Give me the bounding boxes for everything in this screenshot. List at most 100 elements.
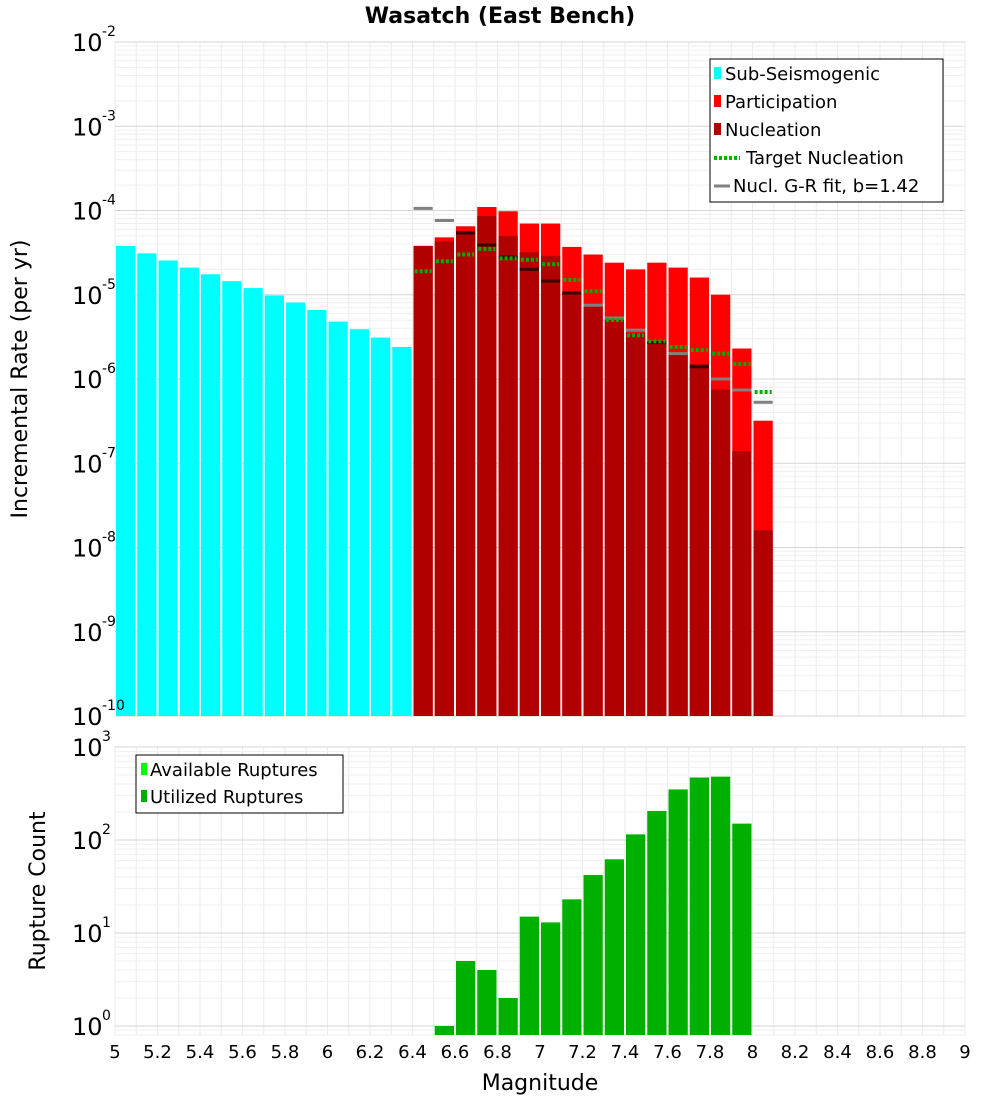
top-y-tick-label: 10 [72, 619, 103, 647]
x-tick-label: 9 [959, 1042, 970, 1063]
bar-sub-seismogenic [392, 346, 412, 716]
x-tick-label: 8.4 [823, 1042, 852, 1063]
x-tick-label: 7.8 [696, 1042, 725, 1063]
legend-label-nucl-g-r-fit-b-1-42: Nucl. G-R fit, b=1.42 [733, 176, 919, 197]
legend-label-sub-seismogenic: Sub-Seismogenic [725, 64, 880, 85]
top-y-tick-exponent: -2 [102, 24, 116, 40]
bar-utilized-ruptures [477, 969, 497, 1035]
bar-utilized-ruptures [519, 916, 539, 1035]
x-tick-label: 7.2 [568, 1042, 597, 1063]
top-legend-box [709, 58, 944, 203]
top-y-tick-exponent: -8 [102, 530, 116, 546]
x-tick-label: 7.4 [611, 1042, 640, 1063]
bar-nucleation [604, 320, 624, 716]
top-y-tick-exponent: -9 [102, 614, 116, 630]
bar-nucleation [498, 235, 518, 717]
bar-utilized-ruptures [498, 997, 518, 1035]
bar-sub-seismogenic [222, 281, 242, 716]
bar-sub-seismogenic [307, 309, 327, 716]
top-y-tick-exponent: -4 [102, 193, 116, 209]
bottom-y-tick-label: 10 [72, 920, 103, 948]
bar-sub-seismogenic [349, 329, 369, 716]
x-tick-label: 7 [534, 1042, 545, 1063]
x-tick-label: 6.2 [356, 1042, 385, 1063]
bottom-y-tick-exponent: 3 [102, 729, 111, 745]
bar-sub-seismogenic [201, 274, 221, 716]
bottom-y-tick-exponent: 2 [102, 822, 111, 838]
bar-sub-seismogenic [158, 260, 178, 716]
bar-utilized-ruptures [434, 1025, 454, 1035]
top-y-tick-exponent: -3 [102, 108, 116, 124]
top-y-tick-label: 10 [72, 282, 103, 310]
x-tick-label: 8.6 [866, 1042, 895, 1063]
bar-nucleation [668, 353, 688, 716]
x-tick-label: 5.8 [271, 1042, 300, 1063]
top-y-tick-label: 10 [72, 198, 103, 226]
bottom-y-tick-exponent: 0 [102, 1008, 111, 1024]
x-tick-label: 6.4 [398, 1042, 427, 1063]
bar-sub-seismogenic [264, 295, 284, 716]
x-axis-label: Magnitude [482, 1071, 599, 1096]
bottom-y-axis-label: Rupture Count [26, 811, 51, 971]
bar-utilized-ruptures [668, 789, 688, 1035]
top-y-tick-exponent: -6 [102, 361, 116, 377]
bar-sub-seismogenic [137, 253, 157, 716]
x-tick-label: 5 [109, 1042, 120, 1063]
top-plot-bars [116, 207, 773, 717]
top-plot-markers [413, 206, 773, 404]
bar-utilized-ruptures [583, 875, 603, 1035]
bottom-legend: Available Ruptures Utilized Ruptures [135, 754, 344, 814]
bar-nucleation [711, 389, 731, 716]
legend-label-nucleation: Nucleation [725, 120, 821, 141]
top-y-tick-label: 10 [72, 29, 103, 57]
bottom-y-tick-label: 10 [72, 1013, 103, 1041]
bar-nucleation [732, 450, 752, 716]
bar-utilized-ruptures [604, 859, 624, 1035]
x-tick-labels: 5 5.2 5.4 5.6 5.8 6 6.2 6.4 6.6 6.8 7 7.2 7.4 7.6 7.8 8… [109, 1042, 970, 1063]
bar-nucleation [541, 255, 561, 716]
bar-utilized-ruptures [732, 823, 752, 1035]
bar-nucleation [477, 216, 497, 717]
bar-nucleation [456, 231, 476, 716]
chart-title: Wasatch (East Bench) [365, 4, 635, 29]
bottom-y-tick-label: 10 [72, 827, 103, 855]
bar-nucleation [583, 306, 603, 716]
bottom-plot-grid [114, 746, 966, 1036]
bar-nucleation [689, 364, 709, 716]
top-y-tick-exponent: -5 [102, 277, 116, 293]
top-y-tick-label: 10 [72, 366, 103, 394]
bar-sub-seismogenic [286, 302, 306, 716]
x-tick-label: 8.2 [781, 1042, 810, 1063]
top-y-tick-exponent: -7 [102, 445, 116, 461]
bar-nucleation [626, 333, 646, 716]
legend-label-available-ruptures: Available Ruptures [150, 760, 318, 781]
x-tick-label: 5.2 [143, 1042, 172, 1063]
bar-nucleation [413, 245, 433, 716]
legend-swatch-participation [714, 95, 721, 107]
bar-utilized-ruptures [626, 834, 646, 1035]
x-tick-label: 5.6 [228, 1042, 257, 1063]
bar-nucleation [434, 241, 454, 716]
bottom-y-tick-exponent: 1 [102, 915, 111, 931]
x-tick-label: 8 [747, 1042, 758, 1063]
bar-utilized-ruptures [456, 960, 476, 1035]
bar-utilized-ruptures [541, 922, 561, 1035]
bar-sub-seismogenic [179, 267, 199, 716]
bar-sub-seismogenic [371, 337, 391, 716]
legend-swatch-sub-seismogenic [714, 67, 721, 79]
bar-nucleation [562, 291, 582, 716]
bar-utilized-ruptures [562, 899, 582, 1035]
bar-nucleation [647, 341, 667, 716]
top-y-tick-label: 10 [72, 450, 103, 478]
top-legend: Sub-Seismogenic Participation Nucleation Ta… [709, 58, 944, 203]
x-tick-label: 6.8 [483, 1042, 512, 1063]
top-y-tick-label: 10 [72, 703, 103, 731]
top-y-tick-label: 10 [72, 113, 103, 141]
bottom-plot-bars [434, 776, 752, 1035]
legend-label-target-nucleation: Target Nucleation [745, 148, 904, 169]
bar-nucleation [753, 530, 773, 716]
bar-utilized-ruptures [711, 776, 731, 1035]
